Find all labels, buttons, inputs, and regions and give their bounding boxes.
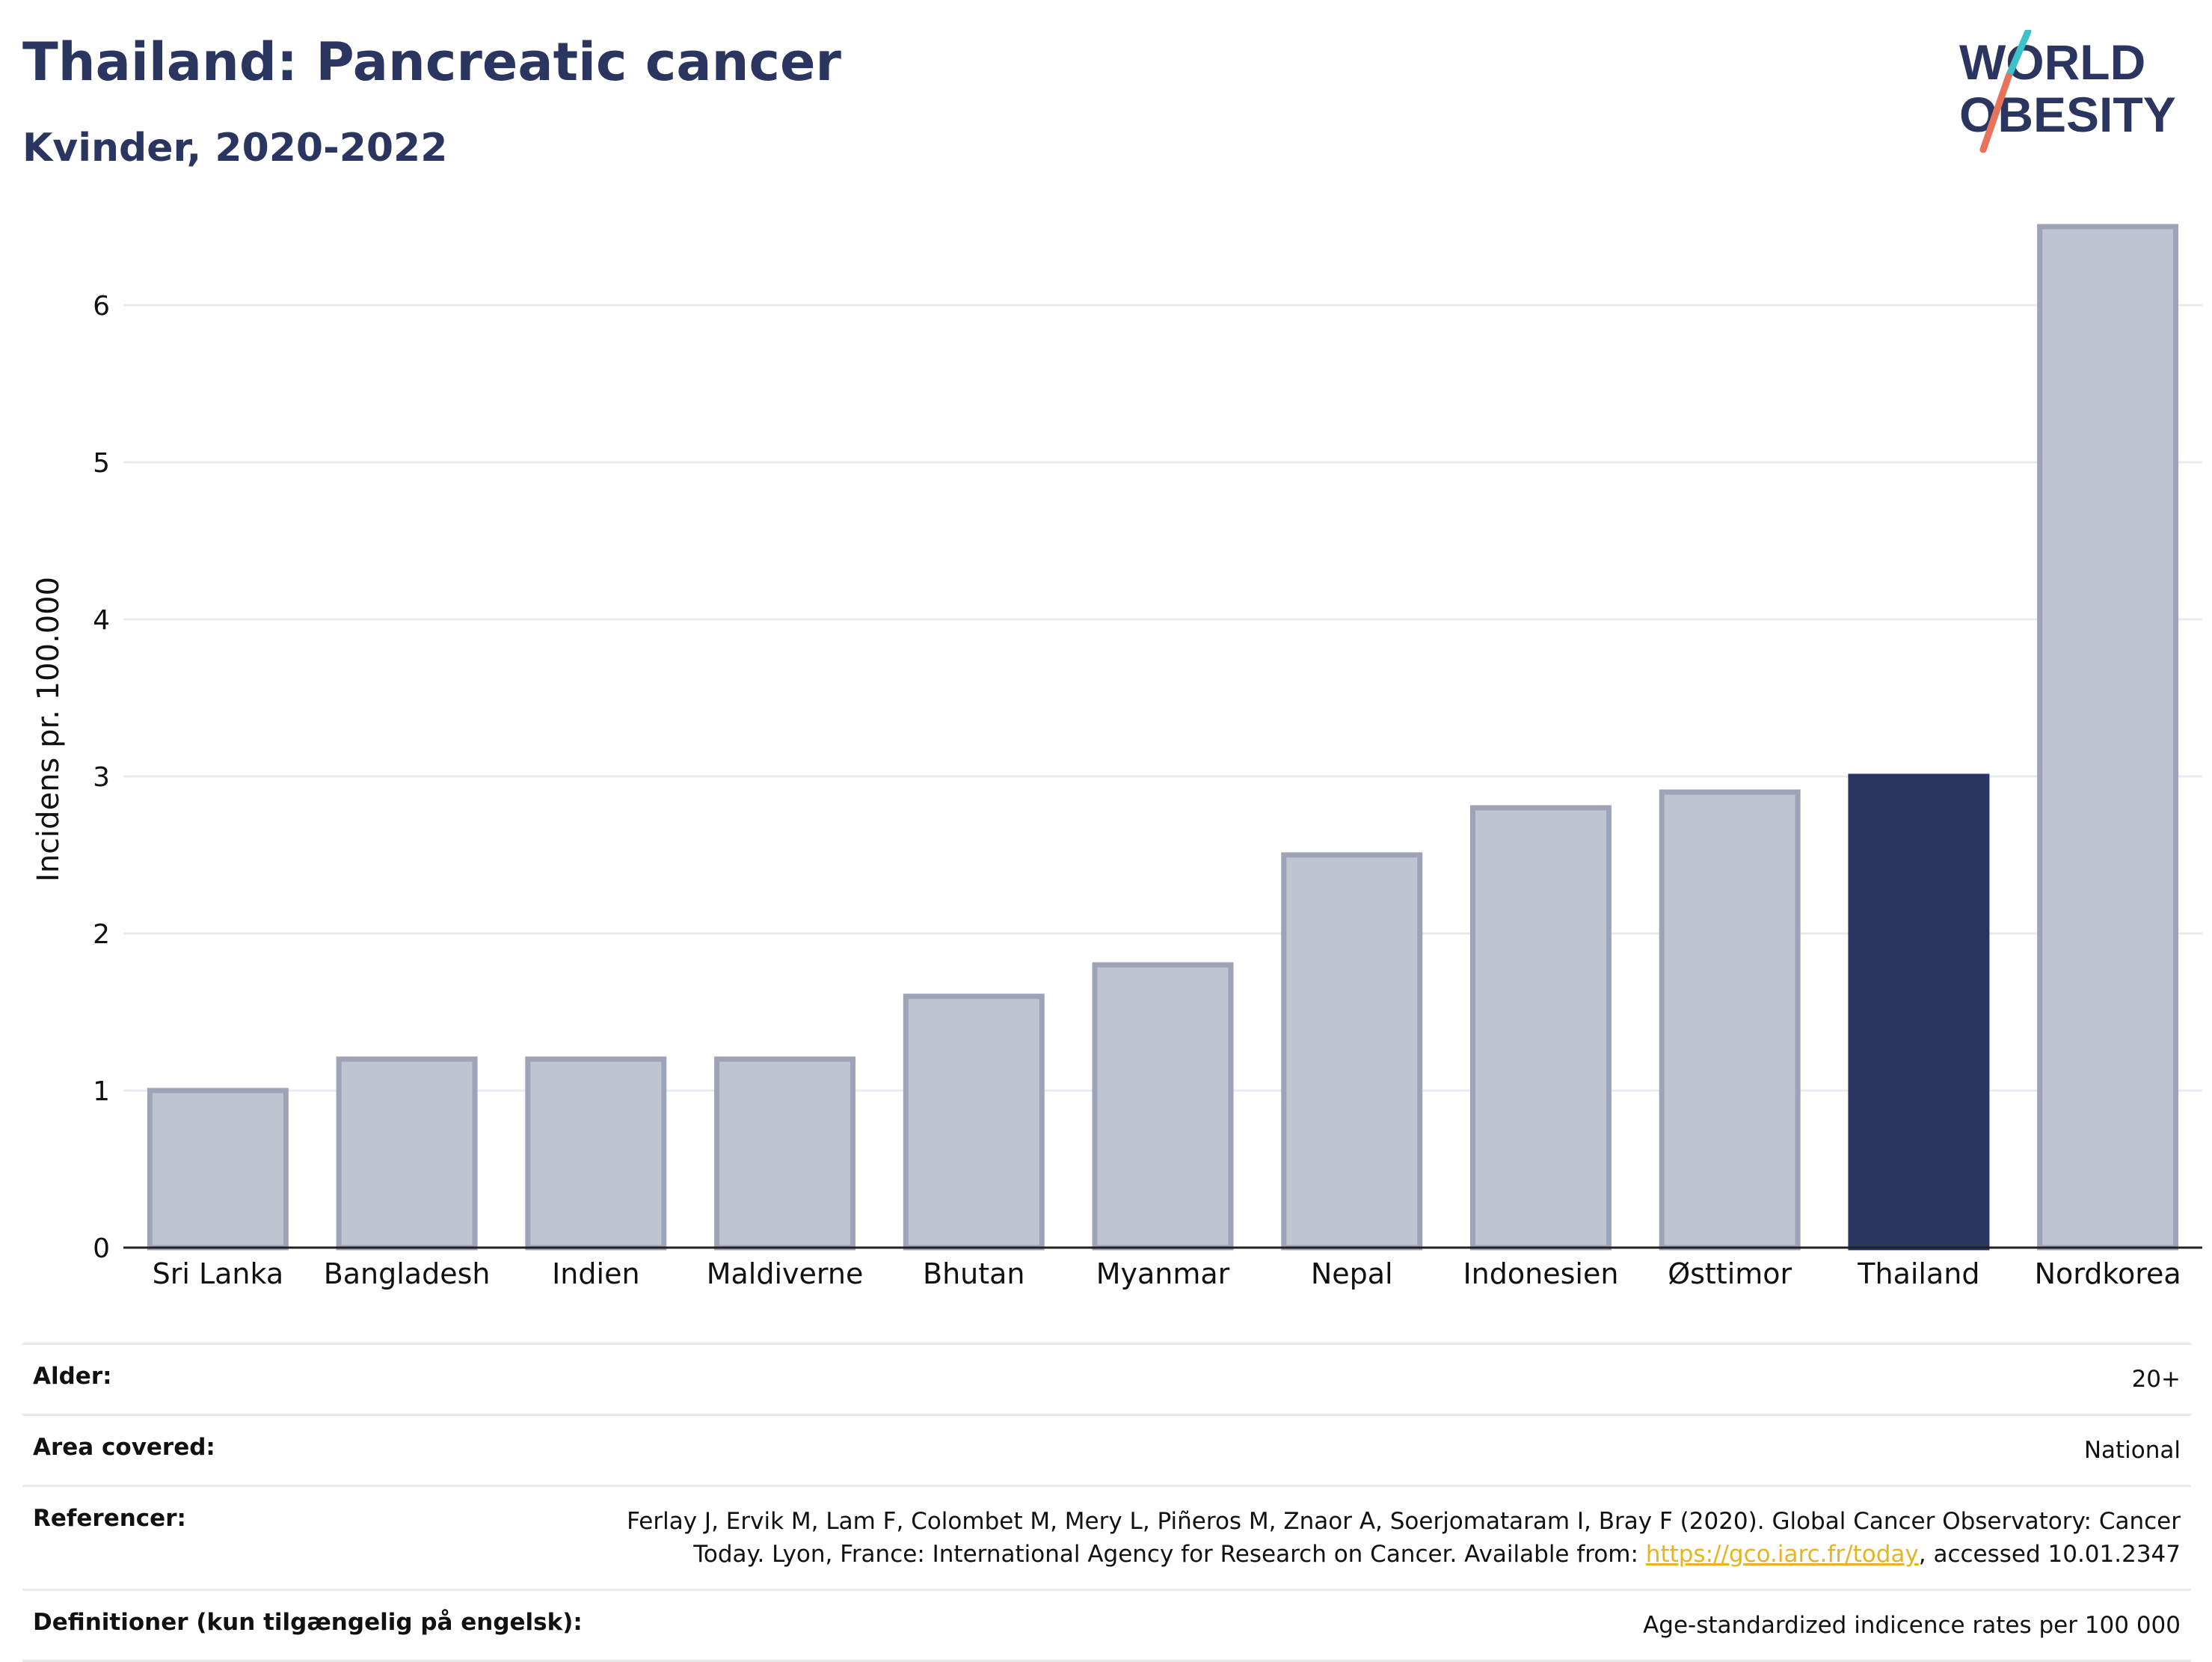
meta-value-area: National bbox=[2083, 1437, 2181, 1464]
reference-link[interactable]: https://gco.iarc.fr/today bbox=[1645, 1541, 1919, 1568]
y-tick-label: 4 bbox=[93, 605, 110, 636]
meta-label-references: Referencer: bbox=[33, 1505, 186, 1532]
y-tick-label: 3 bbox=[93, 762, 110, 793]
meta-value-references: Ferlay J, Ervik M, Lam F, Colombet M, Me… bbox=[573, 1505, 2181, 1571]
bar-indien[interactable] bbox=[525, 1056, 667, 1251]
bar-layer bbox=[147, 224, 2179, 1251]
logo-slash-bottom bbox=[1979, 73, 2012, 153]
bar-maldiverne[interactable] bbox=[714, 1056, 856, 1251]
x-tick-label: Nepal bbox=[1311, 1257, 1393, 1290]
x-tick-label: Indonesien bbox=[1463, 1257, 1618, 1290]
bar-myanmar[interactable] bbox=[1092, 962, 1234, 1251]
x-tick-label: Nordkorea bbox=[2035, 1257, 2181, 1290]
x-tick-label: Østtimor bbox=[1668, 1257, 1792, 1290]
meta-label-definitions: Definitioner (kun tilgængelig på engelsk… bbox=[33, 1609, 583, 1636]
logo-text-world: WORLD bbox=[1959, 34, 2145, 90]
bar-thailand[interactable] bbox=[1848, 773, 1990, 1251]
bar-bhutan[interactable] bbox=[903, 993, 1045, 1251]
world-obesity-logo: WORLD OBESITY bbox=[1959, 30, 2176, 153]
reference-text: Ferlay J, Ervik M, Lam F, Colombet M, Me… bbox=[627, 1508, 2181, 1568]
axis-layer: 0 1 2 3 4 5 6 Sri Lanka Bangladesh Indien Maldiver… bbox=[93, 291, 2202, 1290]
x-tick-label: Bangladesh bbox=[324, 1257, 491, 1290]
meta-label-age: Alder: bbox=[33, 1363, 112, 1390]
meta-label-area: Area covered: bbox=[33, 1434, 215, 1461]
y-tick-label: 6 bbox=[93, 291, 110, 322]
meta-value-definitions: Age-standardized indicence rates per 100… bbox=[1643, 1612, 2181, 1639]
x-tick-label: Myanmar bbox=[1096, 1257, 1230, 1290]
x-tick-label: Indien bbox=[552, 1257, 639, 1290]
bar-chart: 0 1 2 3 4 5 6 Sri Lanka Bangladesh Indien Maldiver… bbox=[31, 224, 2202, 1290]
bar-nordkorea[interactable] bbox=[2037, 224, 2179, 1251]
meta-row-definitions: Definitioner (kun tilgængelig på engelsk… bbox=[22, 1589, 2191, 1662]
y-tick-label: 2 bbox=[93, 919, 110, 950]
bar-bangladesh[interactable] bbox=[336, 1056, 478, 1251]
chart-subtitle: Kvinder, 2020-2022 bbox=[22, 126, 448, 171]
logo-slash-top bbox=[2005, 30, 2032, 80]
meta-row-references: Referencer: Ferlay J, Ervik M, Lam F, Co… bbox=[22, 1485, 2191, 1589]
x-tick-label: Maldiverne bbox=[707, 1257, 864, 1290]
bar-sri-lanka[interactable] bbox=[147, 1088, 289, 1251]
metadata-table: Alder: 20+ Area covered: National Refere… bbox=[22, 1343, 2191, 1662]
meta-value-age: 20+ bbox=[2131, 1366, 2181, 1393]
reference-accessed: , accessed 10.01.2347 bbox=[1918, 1541, 2181, 1568]
meta-row-age: Alder: 20+ bbox=[22, 1343, 2191, 1414]
bar-nepal[interactable] bbox=[1281, 852, 1423, 1251]
meta-row-area: Area covered: National bbox=[22, 1414, 2191, 1485]
chart-title: Thailand: Pancreatic cancer bbox=[22, 31, 841, 93]
y-tick-label: 5 bbox=[93, 448, 110, 479]
y-axis-label: Incidens pr. 100.000 bbox=[31, 577, 66, 882]
bar-indonesien[interactable] bbox=[1469, 805, 1612, 1251]
x-tick-label: Sri Lanka bbox=[153, 1257, 284, 1290]
y-tick-label: 0 bbox=[93, 1233, 110, 1264]
x-tick-label: Bhutan bbox=[923, 1257, 1025, 1290]
bar-østtimor[interactable] bbox=[1659, 789, 1801, 1251]
y-tick-label: 1 bbox=[93, 1076, 110, 1107]
x-tick-label: Thailand bbox=[1857, 1257, 1979, 1290]
